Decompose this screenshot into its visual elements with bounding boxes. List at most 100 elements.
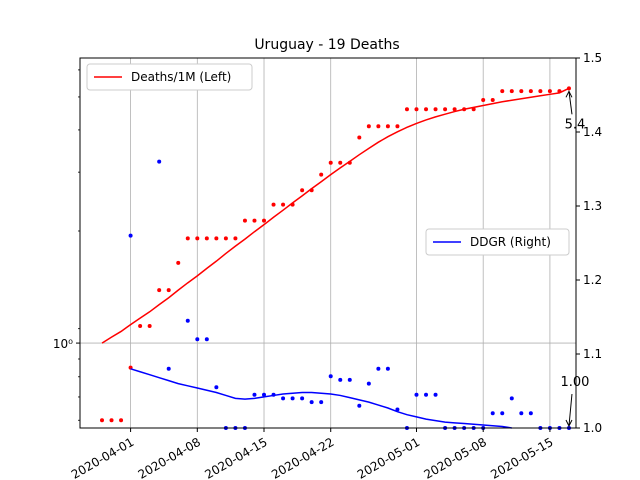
deaths-point — [443, 107, 448, 112]
y-right-tick-label: 1.5 — [583, 51, 602, 65]
annotation-deaths-value: 5.4 — [565, 117, 586, 132]
deaths-point — [185, 236, 190, 241]
annotations: 5.4 1.00 — [560, 90, 589, 428]
x-tick-label: 2020-05-08 — [422, 435, 489, 480]
ddgr-point — [262, 392, 267, 397]
ddgr-point — [319, 400, 324, 405]
deaths-point — [500, 89, 505, 94]
deaths-point — [147, 323, 152, 328]
deaths-point — [157, 288, 162, 293]
deaths-point — [300, 188, 305, 193]
deaths-point — [528, 89, 533, 94]
ddgr-point — [281, 396, 286, 401]
ddgr-point — [528, 411, 533, 416]
deaths-point — [490, 97, 495, 102]
deaths-point — [176, 260, 181, 265]
deaths-point — [404, 107, 409, 112]
deaths-point — [452, 107, 457, 112]
ddgr-point — [309, 400, 314, 405]
x-tick-label: 2020-05-01 — [355, 435, 422, 480]
deaths-point — [395, 124, 400, 129]
deaths-point — [262, 218, 267, 223]
ddgr-point — [290, 396, 295, 401]
annotation-arrow — [568, 393, 573, 427]
annotation-ddgr-value: 1.00 — [560, 375, 589, 390]
ddgr-point — [500, 411, 505, 416]
y-axis-right: 1.0 1.1 1.2 1.3 1.4 1.5 — [576, 51, 602, 435]
x-tick-label: 2020-04-15 — [202, 435, 269, 480]
deaths-point — [109, 418, 114, 423]
plot-series — [100, 86, 571, 430]
deaths-point — [223, 236, 228, 241]
deaths-point — [357, 135, 362, 140]
legend-ddgr-box — [425, 228, 570, 256]
deaths-point — [433, 107, 438, 112]
legend-ddgr: DDGR (Right) — [425, 228, 570, 256]
ddgr-point — [166, 366, 171, 371]
deaths-trend-line — [101, 87, 570, 344]
deaths-point — [204, 236, 209, 241]
ddgr-point — [490, 411, 495, 416]
deaths-point — [242, 218, 247, 223]
ddgr-point — [433, 392, 438, 397]
deaths-point — [366, 124, 371, 129]
deaths-point — [509, 89, 514, 94]
y-right-tick-label: 1.4 — [583, 125, 602, 139]
deaths-point — [281, 202, 286, 207]
deaths-point — [424, 107, 429, 112]
x-tick-label: 2020-04-01 — [69, 435, 136, 480]
ddgr-point — [347, 377, 352, 382]
ddgr-point — [424, 392, 429, 397]
y-right-tick-label: 1.2 — [583, 273, 602, 287]
deaths-point — [319, 172, 324, 177]
deaths-point — [338, 160, 343, 165]
annotation-arrowhead — [565, 90, 573, 98]
ddgr-point — [366, 381, 371, 386]
ddgr-point — [519, 411, 524, 416]
x-tick-label: 2020-04-22 — [269, 435, 336, 480]
x-tick-label: 2020-05-15 — [488, 435, 555, 480]
deaths-point — [385, 124, 390, 129]
ddgr-point — [185, 318, 190, 323]
deaths-point — [328, 160, 333, 165]
ddgr-point — [376, 366, 381, 371]
ddgr-point — [128, 233, 133, 238]
annotation-arrowhead — [565, 419, 573, 428]
ddgr-point — [300, 396, 305, 401]
deaths-point — [481, 97, 486, 102]
deaths-point — [271, 202, 276, 207]
ddgr-trend-line — [130, 368, 512, 429]
x-axis: 2020-04-01 2020-04-08 2020-04-15 2020-04-22… — [69, 428, 556, 480]
y-axis-left: 10⁰ — [53, 69, 80, 421]
ddgr-point — [395, 407, 400, 412]
legend-deaths-label: Deaths/1M (Left) — [131, 70, 231, 84]
x-tick-label: 2020-04-08 — [136, 435, 203, 480]
ddgr-point — [357, 403, 362, 408]
ddgr-point — [195, 337, 200, 342]
deaths-point — [138, 323, 143, 328]
annotation-arrow — [568, 91, 573, 115]
ddgr-point — [338, 377, 343, 382]
ddgr-point — [252, 392, 257, 397]
deaths-point — [519, 89, 524, 94]
legend-ddgr-label: DDGR (Right) — [470, 235, 551, 249]
y-right-tick-label: 1.0 — [583, 421, 602, 435]
ddgr-point — [328, 374, 333, 379]
ddgr-point — [414, 392, 419, 397]
deaths-point — [376, 124, 381, 129]
deaths-point — [100, 418, 104, 423]
ddgr-point — [214, 385, 219, 390]
ddgr-point — [157, 159, 162, 164]
deaths-point — [547, 89, 552, 94]
y-right-tick-label: 1.3 — [583, 199, 602, 213]
deaths-point — [166, 288, 171, 293]
legend-deaths: Deaths/1M (Left) — [86, 63, 253, 91]
ddgr-point — [509, 396, 514, 401]
y-left-tick-label: 10⁰ — [53, 337, 73, 351]
deaths-point — [195, 236, 200, 241]
deaths-point — [538, 89, 543, 94]
y-right-tick-label: 1.1 — [583, 347, 602, 361]
deaths-point — [233, 236, 238, 241]
ddgr-point — [385, 366, 390, 371]
